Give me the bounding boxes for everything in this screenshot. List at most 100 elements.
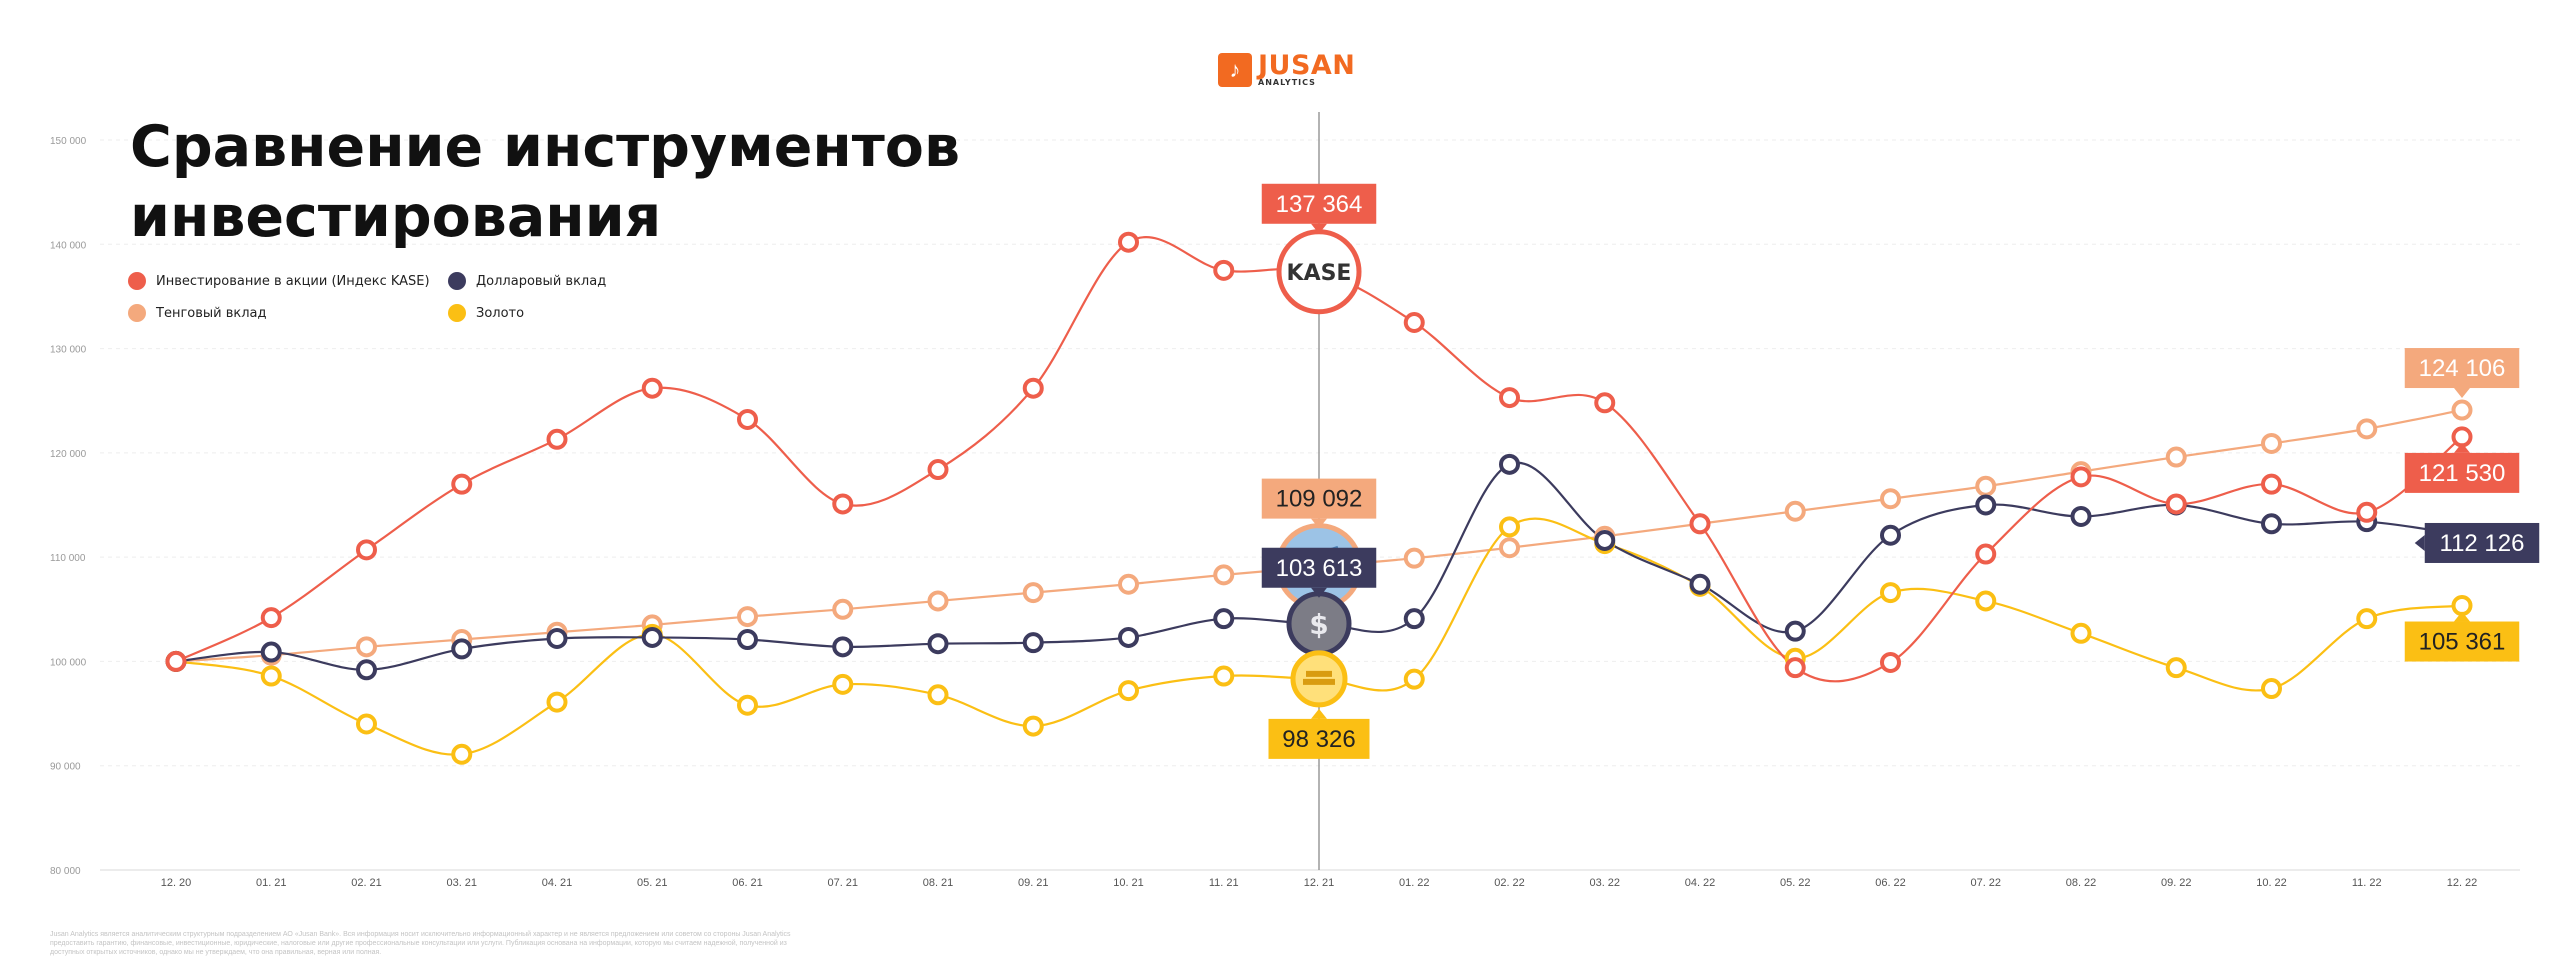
- legend-swatch-gold: [448, 304, 466, 322]
- data-point-kase: [1403, 312, 1425, 333]
- x-tick-label: 11. 21: [1209, 877, 1239, 889]
- x-tick-label: 04. 21: [542, 877, 573, 889]
- callout-label: 121 530: [2419, 460, 2506, 487]
- y-tick-label: 80 000: [50, 866, 81, 877]
- jusan-logo: ♪ JUSAN ANALYTICS: [1218, 52, 1355, 87]
- callout-box: [1261, 547, 1377, 588]
- callout-label: 137 364: [1276, 191, 1363, 218]
- data-point-usd: [927, 633, 949, 655]
- data-point-usd: [1403, 608, 1425, 630]
- callout-pointer: [2454, 611, 2470, 622]
- callout-box: [2424, 522, 2540, 563]
- legend-item-kase: Инвестирование в акции (Индекс KASE): [128, 272, 448, 290]
- y-tick-label: 120 000: [50, 449, 87, 460]
- data-point-gold: [356, 713, 377, 735]
- data-point-gold: [1403, 668, 1425, 690]
- data-point-usd: [641, 626, 663, 648]
- data-point-gold: [2261, 678, 2282, 700]
- data-point-gold: [2356, 608, 2378, 630]
- callout-label: 109 092: [1276, 486, 1363, 513]
- data-point-kase: [1689, 513, 1711, 535]
- data-point-gold: [1975, 590, 1997, 612]
- data-point-usd: [1975, 494, 1997, 516]
- data-point-usd: [1118, 626, 1139, 648]
- data-point-gold: [1880, 582, 1901, 604]
- x-tick-label: 03. 22: [1589, 877, 1620, 889]
- data-point-kase: [641, 377, 663, 399]
- y-tick-label: 90 000: [50, 762, 81, 773]
- data-point-kase: [260, 607, 282, 629]
- data-point-kzt: [2356, 418, 2378, 440]
- callout-kzt: 124 106: [2404, 348, 2520, 399]
- legend: Инвестирование в акции (Индекс KASE) Дол…: [128, 272, 608, 322]
- callout-usd: 112 126: [2414, 522, 2540, 563]
- x-tick-label: 09. 21: [1018, 877, 1049, 889]
- callout-pointer: [2454, 388, 2470, 399]
- x-tick-label: 02. 22: [1494, 877, 1525, 889]
- data-point-gold: [1499, 516, 1520, 538]
- callout-pointer: [1311, 223, 1327, 234]
- y-tick-label: 140 000: [50, 240, 87, 251]
- legend-label-usd: Долларовый вклад: [476, 273, 607, 289]
- callout-kase: 121 530: [2404, 442, 2520, 493]
- x-tick-label: 02. 21: [351, 877, 382, 889]
- data-point-kzt: [737, 606, 758, 628]
- data-point-gold: [1022, 715, 1044, 737]
- callout-usd: 103 613: [1261, 547, 1377, 598]
- data-point-kase: [1118, 231, 1139, 253]
- data-point-gold: [832, 673, 854, 695]
- legend-label-gold: Золото: [476, 305, 525, 321]
- x-tick-label: 06. 22: [1875, 877, 1906, 889]
- data-point-gold: [1118, 680, 1139, 702]
- legend-label-kzt: Тенговый вклад: [156, 305, 267, 321]
- data-point-gold: [260, 665, 282, 687]
- x-tick-label: 10. 22: [2256, 877, 2287, 889]
- data-point-kase: [1880, 651, 1901, 673]
- data-point-kase: [1213, 259, 1235, 281]
- x-tick-label: 12. 20: [161, 877, 192, 889]
- disclaimer-footnote: Jusan Analytics является аналитическим с…: [50, 931, 791, 956]
- data-point-kase: [2165, 493, 2187, 515]
- callout-box: [1261, 183, 1377, 224]
- data-point-usd: [1499, 453, 1520, 475]
- data-point-gold: [451, 743, 473, 765]
- data-point-kzt: [1784, 500, 1806, 522]
- jusan-logo-icon: ♪: [1218, 52, 1252, 87]
- data-point-kase: [356, 539, 377, 561]
- x-tick-label: 11. 22: [2352, 877, 2382, 889]
- data-point-gold: [1213, 665, 1235, 687]
- data-point-usd: [1213, 608, 1235, 630]
- data-point-kase: [1022, 377, 1044, 399]
- callout-label: 124 106: [2419, 355, 2506, 382]
- data-point-gold: [737, 694, 758, 716]
- kase-logo-icon: KASE: [1276, 229, 1362, 315]
- x-tick-label: 12. 22: [2447, 877, 2478, 889]
- legend-swatch-kase: [128, 272, 146, 290]
- data-point-kase: [1499, 387, 1520, 409]
- data-point-usd: [2261, 513, 2282, 535]
- x-tick-label: 07. 21: [827, 877, 858, 889]
- data-point-kzt: [2451, 399, 2473, 421]
- series-line-usd: [175, 461, 2463, 671]
- legend-item-usd: Долларовый вклад: [448, 272, 608, 290]
- x-tick-label: 09. 22: [2161, 877, 2192, 889]
- gold-bars-icon: [1290, 650, 1348, 708]
- data-point-kase: [546, 428, 568, 450]
- callout-label: 105 361: [2419, 629, 2506, 656]
- data-point-kase: [2356, 501, 2378, 523]
- data-point-usd: [1880, 524, 1901, 546]
- data-point-kzt: [1499, 537, 1520, 559]
- data-point-kase: [1784, 657, 1806, 679]
- data-point-kase: [2070, 466, 2092, 488]
- callout-box: [2404, 452, 2520, 493]
- callout-box: [2404, 621, 2520, 662]
- legend-item-kzt: Тенговый вклад: [128, 304, 448, 322]
- y-tick-label: 150 000: [50, 136, 87, 147]
- chart-title: Сравнение инструментов инвестирования: [130, 114, 961, 250]
- data-point-usd: [451, 638, 473, 660]
- data-point-kzt: [1403, 547, 1425, 569]
- callout-kzt: 109 092: [1261, 478, 1377, 529]
- callout-pointer: [1311, 587, 1327, 598]
- data-point-usd: [2070, 505, 2092, 527]
- callout-box: [1268, 718, 1370, 759]
